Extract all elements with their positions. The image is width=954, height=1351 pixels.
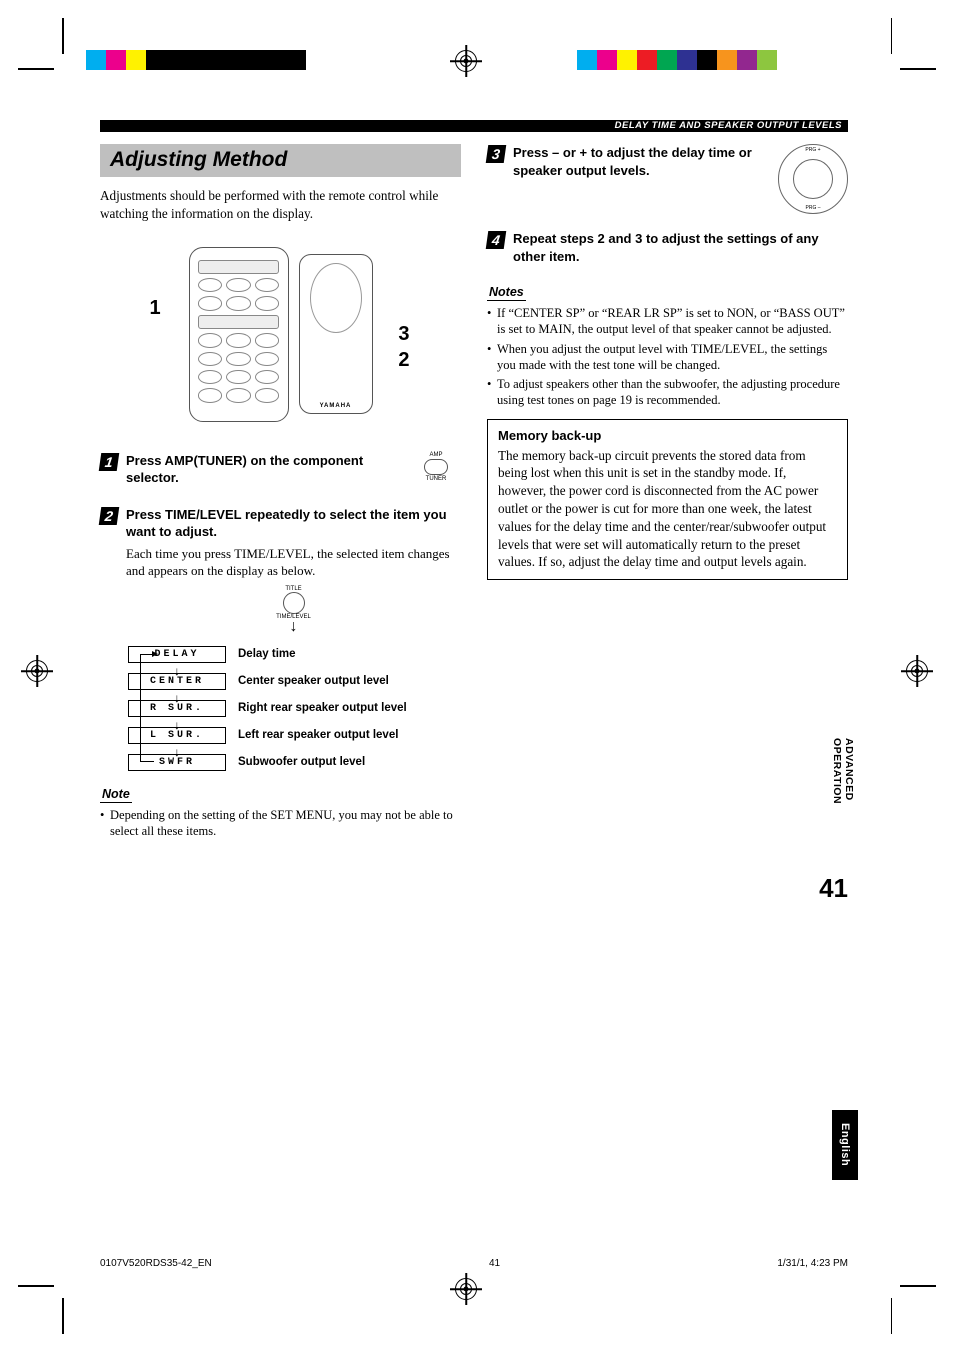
callout-3: 3 xyxy=(398,323,409,346)
remote-large-icon xyxy=(189,247,289,422)
crop-mark xyxy=(18,1285,54,1287)
left-column: Adjusting Method Adjustments should be p… xyxy=(100,144,461,842)
remote-diagram: 1 YAMAHA xyxy=(146,237,416,432)
footer-left: 0107V520RDS35-42_EN xyxy=(100,1258,212,1269)
time-level-label-top: TITLE xyxy=(126,586,461,592)
note-item: To adjust speakers other than the subwoo… xyxy=(487,376,848,409)
note-left-head: Note xyxy=(100,787,132,803)
crop-mark xyxy=(18,68,54,70)
page-content: DELAY TIME AND SPEAKER OUTPUT LEVELS Adj… xyxy=(100,120,848,842)
display-item-desc: Right rear speaker output level xyxy=(238,702,407,714)
note-item: If “CENTER SP” or “REAR LR SP” is set to… xyxy=(487,305,848,338)
section-title-box: Adjusting Method xyxy=(100,144,461,177)
page-number: 41 xyxy=(819,873,848,904)
registration-mark xyxy=(26,660,48,682)
running-header: DELAY TIME AND SPEAKER OUTPUT LEVELS xyxy=(615,120,842,132)
step-badge-4: 4 xyxy=(486,231,507,249)
display-item-diagram: DELAYDelay time↓CENTERCenter speaker out… xyxy=(128,646,461,771)
step-3-head: Press – or + to adjust the delay time or… xyxy=(513,144,762,179)
color-swatch xyxy=(637,50,657,70)
color-swatch xyxy=(737,50,757,70)
section-title: Adjusting Method xyxy=(110,148,451,172)
language-tab: English xyxy=(832,1110,858,1180)
callout-1: 1 xyxy=(150,297,161,320)
note-item: Depending on the setting of the SET MENU… xyxy=(100,807,461,840)
footer-right: 1/31/1, 4:23 PM xyxy=(777,1258,848,1269)
step-2: 2 Press TIME/LEVEL repeatedly to select … xyxy=(100,506,461,634)
registration-mark xyxy=(455,50,477,72)
amp-tuner-label-bottom: TUNER xyxy=(411,476,461,482)
memory-backup-box: Memory back-up The memory back-up circui… xyxy=(487,419,848,581)
display-item-desc: Left rear speaker output level xyxy=(238,729,398,741)
color-swatch xyxy=(577,50,597,70)
display-item-desc: Delay time xyxy=(238,648,296,660)
step-badge-1: 1 xyxy=(99,453,120,471)
color-swatch xyxy=(617,50,637,70)
memory-backup-body: The memory back-up circuit prevents the … xyxy=(498,447,837,572)
step-4-head: Repeat steps 2 and 3 to adjust the setti… xyxy=(513,230,848,265)
display-item-desc: Center speaker output level xyxy=(238,675,389,687)
registration-mark xyxy=(906,660,928,682)
color-bar-right xyxy=(577,50,777,70)
amp-tuner-label-top: AMP xyxy=(411,452,461,458)
display-item-row: CENTERCenter speaker output level xyxy=(128,673,461,690)
intro-text: Adjustments should be performed with the… xyxy=(100,187,461,223)
section-side-tab: ADVANCED OPERATION xyxy=(831,738,855,842)
dpad-icon: PRG + PRG – xyxy=(778,144,848,214)
color-swatch xyxy=(697,50,717,70)
footer-center: 41 xyxy=(489,1258,500,1269)
crop-mark xyxy=(900,1285,936,1287)
registration-mark xyxy=(455,1278,477,1300)
crop-mark xyxy=(891,1298,893,1334)
color-swatch xyxy=(717,50,737,70)
note-item: When you adjust the output level with TI… xyxy=(487,341,848,374)
color-swatch xyxy=(657,50,677,70)
display-item-row: R SUR.Right rear speaker output level xyxy=(128,700,461,717)
note-left-list: Depending on the setting of the SET MENU… xyxy=(100,807,461,840)
color-swatch xyxy=(757,50,777,70)
step-4: 4 Repeat steps 2 and 3 to adjust the set… xyxy=(487,230,848,265)
remote-small-icon: YAMAHA xyxy=(299,254,373,414)
crop-mark xyxy=(900,68,936,70)
memory-backup-head: Memory back-up xyxy=(498,428,837,443)
header-bar: DELAY TIME AND SPEAKER OUTPUT LEVELS xyxy=(100,120,848,132)
color-swatch xyxy=(677,50,697,70)
step-badge-2: 2 xyxy=(99,507,120,525)
right-column: 3 Press – or + to adjust the delay time … xyxy=(487,144,848,842)
dpad-label-top: PRG + xyxy=(805,147,820,153)
display-item-row: L SUR.Left rear speaker output level xyxy=(128,727,461,744)
display-item-row: DELAYDelay time xyxy=(128,646,461,663)
crop-mark xyxy=(891,18,893,54)
amp-tuner-icon: AMP TUNER xyxy=(411,452,461,492)
notes-right-head: Notes xyxy=(487,285,526,301)
time-level-icon: TITLE TIME/LEVEL ↓ xyxy=(126,586,461,634)
step-1-head: Press AMP(TUNER) on the component select… xyxy=(126,452,391,487)
notes-right-block: Notes If “CENTER SP” or “REAR LR SP” is … xyxy=(487,283,848,409)
step-3: 3 Press – or + to adjust the delay time … xyxy=(487,144,848,214)
loop-arrow-icon xyxy=(140,654,154,762)
footer: 0107V520RDS35-42_EN 41 1/31/1, 4:23 PM xyxy=(100,1258,848,1269)
crop-mark xyxy=(62,18,64,54)
step-2-sub: Each time you press TIME/LEVEL, the sele… xyxy=(126,545,461,580)
dpad-label-bottom: PRG – xyxy=(805,205,820,211)
step-2-head: Press TIME/LEVEL repeatedly to select th… xyxy=(126,506,461,541)
display-item-row: SWFRSubwoofer output level xyxy=(128,754,461,771)
color-bar-left xyxy=(86,50,306,70)
loop-arrowhead-icon xyxy=(152,651,158,657)
display-item-desc: Subwoofer output level xyxy=(238,756,365,768)
step-badge-3: 3 xyxy=(486,145,507,163)
callout-2: 2 xyxy=(398,349,409,372)
remote-logo: YAMAHA xyxy=(300,403,372,409)
note-left-block: Note Depending on the setting of the SET… xyxy=(100,785,461,840)
crop-mark xyxy=(62,1298,64,1334)
color-swatch xyxy=(597,50,617,70)
step-1: 1 Press AMP(TUNER) on the component sele… xyxy=(100,452,461,492)
notes-right-list: If “CENTER SP” or “REAR LR SP” is set to… xyxy=(487,305,848,409)
